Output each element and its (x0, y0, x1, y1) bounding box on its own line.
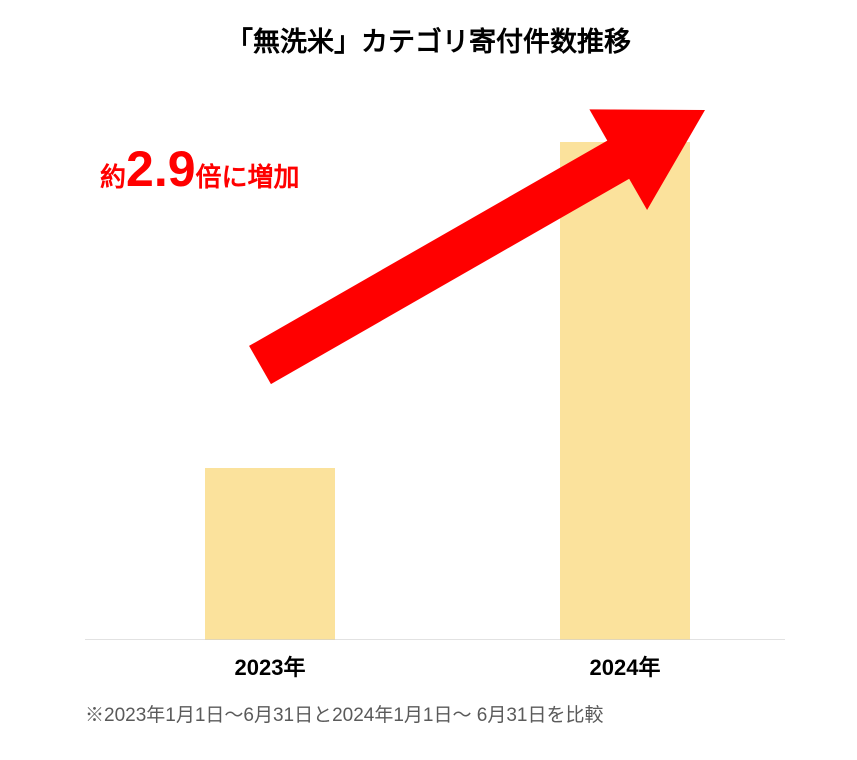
callout-suffix: 倍に増加 (196, 162, 300, 192)
x-axis-label: 2024年 (590, 650, 661, 682)
footnote: ※2023年1月1日〜6月31日と2024年1月1日〜 6月31日を比較 (85, 700, 603, 727)
x-axis: 2023年 2024年 (85, 640, 785, 680)
chart-title: 「無洗米」カテゴリ寄付件数推移 (0, 20, 857, 59)
growth-arrow-shaft (260, 140, 653, 365)
callout-value: 2.9 (126, 140, 196, 198)
chart-container: 「無洗米」カテゴリ寄付件数推移 約2.9倍に増加 2023年 2024年 ※202… (0, 0, 857, 760)
x-axis-label: 2023年 (235, 650, 306, 682)
callout-prefix: 約 (100, 162, 126, 192)
growth-callout: 約2.9倍に増加 (100, 140, 300, 198)
plot-area: 約2.9倍に増加 (85, 90, 785, 640)
